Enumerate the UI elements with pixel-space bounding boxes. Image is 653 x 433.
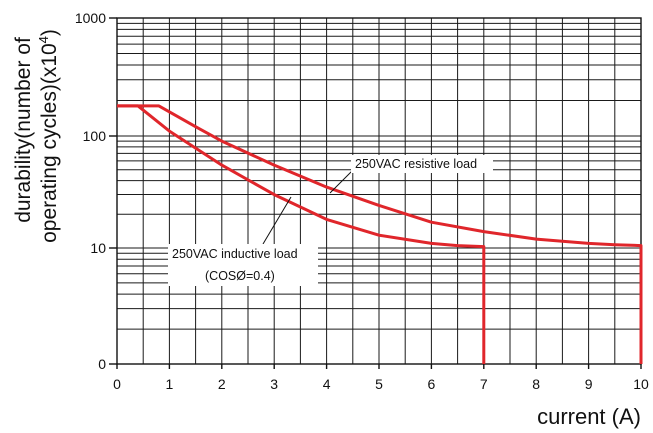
x-tick-label: 9	[585, 376, 593, 392]
y-tick-label: 1000	[75, 10, 106, 26]
axes	[109, 17, 642, 369]
annotations: 250VAC resistive load 250VAC inductive lo…	[168, 155, 493, 286]
series-lines	[117, 104, 643, 364]
annotation-bg-inductive	[168, 244, 318, 286]
y-axis-title-line2: operating cycles)(x10	[38, 43, 61, 243]
x-tick-label: 5	[375, 376, 383, 392]
x-tick-label: 3	[270, 376, 278, 392]
y-axis-title-exponent: 4	[36, 36, 51, 43]
y-tick-label: 100	[83, 128, 107, 144]
x-tick-label: 6	[428, 376, 436, 392]
series-line-resistive	[117, 104, 643, 364]
x-tick-label: 1	[166, 376, 174, 392]
x-tick-label: 0	[113, 376, 121, 392]
series-line-inductive	[117, 104, 486, 364]
y-tick-label: 0	[98, 356, 106, 372]
y-axis-title-line1: durability(number of	[12, 37, 35, 223]
x-axis-title: current (A)	[537, 404, 641, 429]
y-axis-title-close: )	[38, 29, 61, 36]
grid	[117, 17, 641, 365]
x-tick-label: 8	[532, 376, 540, 392]
annotation-inductive-line2: (COSØ=0.4)	[205, 269, 275, 283]
annotation-leader-inductive	[262, 196, 292, 245]
x-tick-label: 7	[480, 376, 488, 392]
annotation-inductive-line1: 250VAC inductive load	[172, 247, 298, 261]
x-tick-label: 2	[218, 376, 226, 392]
y-axis-title: durability(number of	[12, 37, 35, 223]
x-tick-label: 10	[633, 376, 649, 392]
annotation-bg-resistive	[351, 155, 493, 173]
annotation-resistive: 250VAC resistive load	[355, 157, 477, 171]
y-tick-label: 10	[90, 240, 106, 256]
y-axis-title-2: operating cycles)(x104)	[36, 29, 61, 243]
x-tick-label: 4	[323, 376, 331, 392]
